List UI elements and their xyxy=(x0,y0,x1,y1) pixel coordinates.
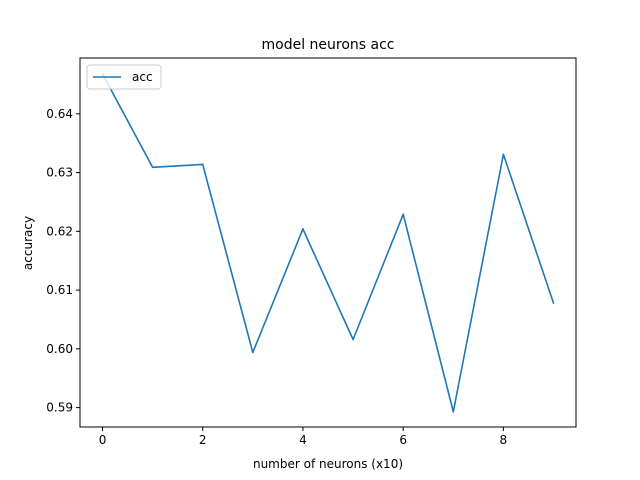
y-tick-label: 0.60 xyxy=(46,342,73,356)
x-tick-label: 0 xyxy=(99,433,107,447)
series-line-acc xyxy=(101,73,555,413)
y-tick-label: 0.61 xyxy=(46,283,73,297)
data-point xyxy=(201,163,204,166)
x-axis-label: number of neurons (x10) xyxy=(253,457,403,471)
data-point xyxy=(502,153,505,156)
data-point xyxy=(252,351,254,354)
x-tick-label: 2 xyxy=(199,433,207,447)
data-point xyxy=(402,213,404,216)
data-point xyxy=(552,302,555,304)
data-point xyxy=(151,166,154,169)
x-axis: 0 2 4 6 8 xyxy=(99,427,507,447)
y-axis-label: accuracy xyxy=(21,216,35,270)
y-tick-label: 0.63 xyxy=(46,166,73,180)
data-point xyxy=(452,410,455,413)
x-tick-label: 4 xyxy=(299,433,307,447)
data-point xyxy=(352,338,354,341)
legend-box xyxy=(86,64,162,90)
y-axis: 0.59 0.60 0.61 0.62 0.63 0.64 xyxy=(46,107,80,415)
axes-frame xyxy=(79,57,577,428)
y-tick-label: 0.62 xyxy=(46,224,73,238)
y-tick-label: 0.59 xyxy=(46,401,73,415)
legend: acc xyxy=(86,64,162,90)
legend-label: acc xyxy=(132,70,153,84)
data-point xyxy=(302,228,304,230)
x-tick-label: 6 xyxy=(399,433,407,447)
y-tick-label: 0.64 xyxy=(46,107,73,121)
chart-title: model neurons acc xyxy=(261,37,394,53)
x-tick-label: 8 xyxy=(500,433,508,447)
